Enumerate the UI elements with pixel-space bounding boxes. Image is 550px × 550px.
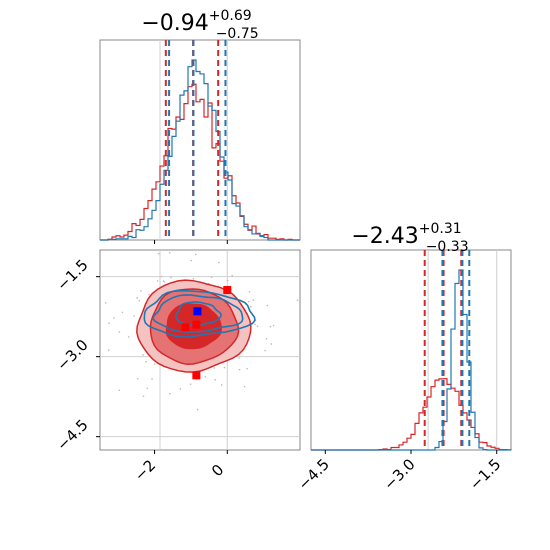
sample-point [223,366,226,369]
sample-point [190,259,193,262]
hist-panel-param1: −0.94+0.69 −0.75 [99,8,301,241]
blue-contour-level-2 [143,289,256,338]
contour-panel [99,249,301,451]
sample-point [265,338,268,340]
sample-point [248,290,251,293]
sample-point [136,297,138,299]
sample-point [151,378,153,380]
xtick-label: −1.5 [466,455,504,493]
marker-square-0 [223,286,232,294]
sample-point [269,325,272,328]
sample-point [157,252,160,255]
sample-point [238,357,240,359]
sample-point [170,276,172,279]
xtick-label: −4.5 [295,455,333,493]
sample-point [246,367,248,370]
sample-point [270,343,273,345]
sample-point [256,325,259,328]
sample-point [249,305,252,308]
marker-square-4 [192,371,201,380]
sample-point [252,299,255,301]
marker-square-1 [193,307,202,316]
sample-point [142,395,145,398]
ytick-label: −4.5 [53,416,91,454]
sample-point [133,315,135,317]
blue-contour-level-0 [174,301,222,327]
sample-point [145,360,147,363]
sample-point [104,302,107,304]
sample-point [218,261,220,264]
sample-point [264,349,266,352]
sample-point [107,349,110,351]
marker-square-3 [192,320,201,329]
sample-point [153,363,156,365]
ytick-label: −1.5 [53,256,91,294]
sample-point [138,299,141,302]
sample-point [136,377,139,380]
sample-point [162,280,165,282]
sample-point [179,388,182,390]
sample-point [296,299,299,302]
sample-point [266,304,269,307]
marker-square-2 [181,323,190,332]
hist-step-blue [311,269,511,451]
sample-point [127,336,130,338]
hist-param1-frame [99,39,301,241]
sample-point [113,317,115,319]
sample-point [231,274,233,277]
sample-point [192,277,195,280]
sample-point [118,389,121,392]
sample-point [121,311,124,314]
sample-point [168,251,171,254]
sample-point [156,280,159,282]
sample-point [146,387,149,390]
sample-point [214,378,216,381]
hist-param2-title: −2.43+0.31 −0.33 [351,221,468,255]
sample-point [204,376,207,378]
ytick-label: −3.0 [53,336,91,374]
sample-point [254,323,256,326]
sample-point [238,368,241,371]
hist-step-red [100,83,300,241]
sample-point [118,331,121,333]
sample-point [160,275,163,278]
sample-point [142,354,144,356]
hist-param1-title: −0.94+0.69 −0.75 [141,8,258,42]
sample-point [226,279,229,282]
sample-point [220,384,223,386]
xtick-label: 0 [208,461,227,480]
xtick-label: −2 [131,456,159,484]
sample-point [148,293,150,296]
sample-point [213,367,216,369]
hist-step-blue [100,59,300,241]
sample-point [140,290,142,292]
sample-point [108,322,110,325]
sample-point [196,408,199,411]
sample-point [189,383,192,385]
blue-contour-level-1 [152,294,244,333]
hist-panel-param2: −2.43+0.31 −0.33 [310,221,512,451]
sample-point [210,276,213,279]
sample-point [169,392,171,395]
sample-point [243,385,246,388]
hist-param2-frame [310,249,512,451]
sample-point [194,253,197,256]
sample-point [248,300,250,303]
xtick-label: −3.0 [380,455,418,493]
sample-point [272,324,275,327]
